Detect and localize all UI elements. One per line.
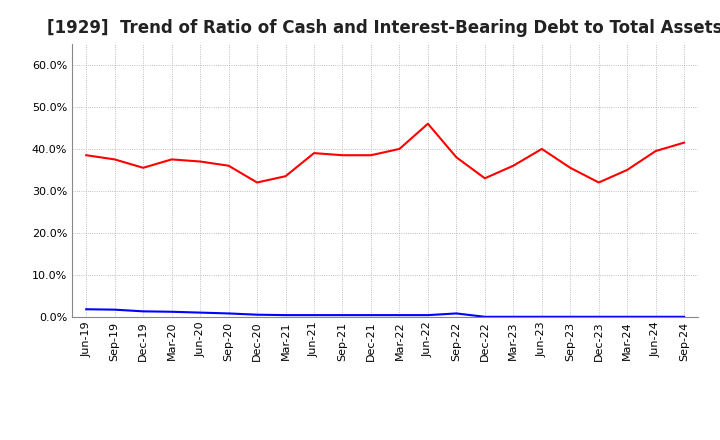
Cash bbox=[225, 163, 233, 169]
Cash bbox=[537, 146, 546, 151]
Cash bbox=[623, 167, 631, 172]
Interest-Bearing Debt bbox=[452, 311, 461, 316]
Interest-Bearing Debt bbox=[196, 310, 204, 315]
Legend: Cash, Interest-Bearing Debt: Cash, Interest-Bearing Debt bbox=[250, 438, 521, 440]
Cash bbox=[253, 180, 261, 185]
Cash bbox=[680, 140, 688, 145]
Cash bbox=[452, 155, 461, 160]
Cash bbox=[480, 176, 489, 181]
Cash bbox=[196, 159, 204, 164]
Interest-Bearing Debt bbox=[225, 311, 233, 316]
Cash bbox=[82, 153, 91, 158]
Interest-Bearing Debt bbox=[82, 307, 91, 312]
Interest-Bearing Debt bbox=[110, 307, 119, 312]
Cash bbox=[566, 165, 575, 170]
Interest-Bearing Debt bbox=[310, 312, 318, 318]
Interest-Bearing Debt bbox=[623, 314, 631, 319]
Interest-Bearing Debt bbox=[680, 314, 688, 319]
Cash bbox=[595, 180, 603, 185]
Cash bbox=[139, 165, 148, 170]
Line: Cash: Cash bbox=[86, 124, 684, 183]
Interest-Bearing Debt bbox=[338, 312, 347, 318]
Cash bbox=[423, 121, 432, 126]
Cash bbox=[338, 153, 347, 158]
Title: [1929]  Trend of Ratio of Cash and Interest-Bearing Debt to Total Assets: [1929] Trend of Ratio of Cash and Intere… bbox=[48, 19, 720, 37]
Cash bbox=[310, 150, 318, 156]
Interest-Bearing Debt bbox=[480, 314, 489, 319]
Interest-Bearing Debt bbox=[253, 312, 261, 317]
Interest-Bearing Debt bbox=[366, 312, 375, 318]
Cash bbox=[395, 146, 404, 151]
Cash bbox=[509, 163, 518, 169]
Cash bbox=[282, 173, 290, 179]
Interest-Bearing Debt bbox=[537, 314, 546, 319]
Cash bbox=[167, 157, 176, 162]
Interest-Bearing Debt bbox=[282, 312, 290, 318]
Interest-Bearing Debt bbox=[139, 309, 148, 314]
Interest-Bearing Debt bbox=[167, 309, 176, 315]
Cash bbox=[652, 148, 660, 154]
Cash bbox=[110, 157, 119, 162]
Interest-Bearing Debt bbox=[423, 312, 432, 318]
Cash bbox=[366, 153, 375, 158]
Interest-Bearing Debt bbox=[652, 314, 660, 319]
Interest-Bearing Debt bbox=[509, 314, 518, 319]
Line: Interest-Bearing Debt: Interest-Bearing Debt bbox=[86, 309, 684, 317]
Interest-Bearing Debt bbox=[595, 314, 603, 319]
Interest-Bearing Debt bbox=[395, 312, 404, 318]
Interest-Bearing Debt bbox=[566, 314, 575, 319]
